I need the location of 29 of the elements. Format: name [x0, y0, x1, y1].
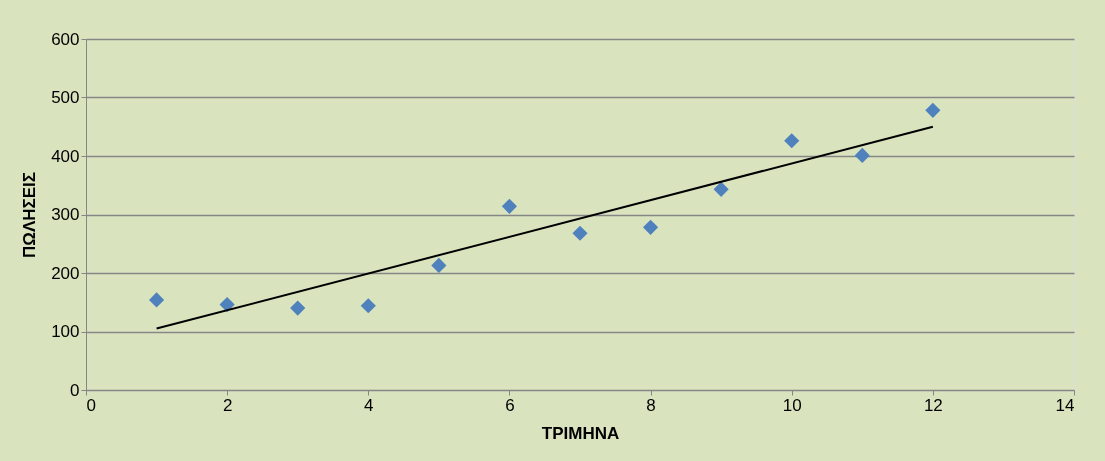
point [290, 300, 306, 316]
point [431, 257, 447, 273]
point [501, 198, 518, 214]
y-tick-label: 400 [51, 146, 80, 166]
x-tick-label: 8 [646, 395, 656, 415]
y-tick-label: 500 [51, 88, 80, 107]
x-tick-label: 0 [86, 395, 96, 415]
point [713, 181, 729, 197]
y-tick-label: 100 [51, 322, 80, 341]
y-tick-label: 0 [70, 380, 80, 400]
point [572, 225, 588, 241]
point [925, 102, 941, 118]
y-tick-label: 600 [51, 29, 80, 49]
x-axis-title: ΤΡΙΜΗΝΑ [541, 423, 620, 443]
point [854, 147, 870, 163]
point [784, 133, 800, 149]
x-tick-label: 10 [782, 395, 802, 415]
y-tick-label: 300 [51, 205, 80, 224]
x-tick-label: 6 [505, 395, 515, 415]
point [642, 219, 659, 235]
point [148, 292, 165, 308]
point [219, 297, 235, 313]
x-tick-label: 4 [364, 395, 374, 415]
y-tick-label: 200 [51, 263, 80, 283]
point [360, 298, 376, 314]
x-tick-label: 12 [923, 395, 943, 415]
y-axis-title: ΠΩΛΗΣΕΙΣ [20, 172, 40, 258]
x-tick-label: 14 [1055, 395, 1075, 415]
x-tick-label: 2 [222, 395, 233, 415]
